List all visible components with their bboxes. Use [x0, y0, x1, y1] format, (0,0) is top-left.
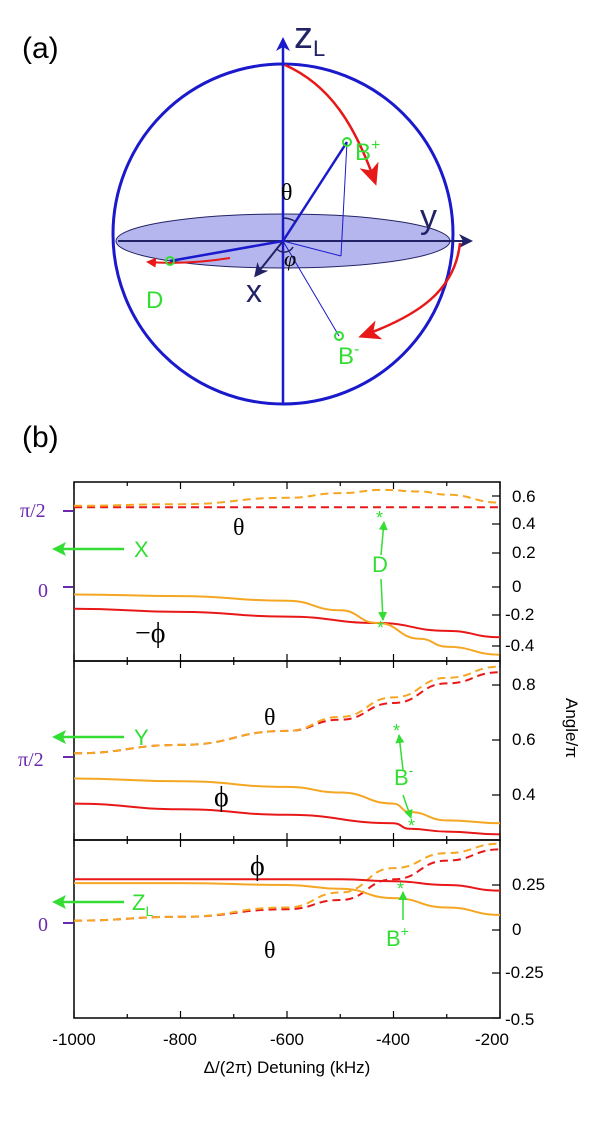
sub3-phi-label: ϕ	[250, 851, 265, 882]
projection-b-minus	[282, 240, 340, 337]
series-line-1-3	[73, 607, 501, 639]
trajectory-left	[146, 257, 231, 268]
b-minus-label: B-	[338, 341, 359, 370]
x-axis	[254, 240, 284, 278]
x-tick-label: -200	[475, 1030, 509, 1049]
y-direction-label: Y	[134, 725, 149, 750]
point-b-plus-marker	[342, 137, 352, 147]
tick-label: 0	[512, 920, 521, 939]
annotation-arrows	[378, 521, 413, 920]
theta-label: θ	[281, 180, 293, 206]
left-label-zero-sub1: 0	[38, 580, 48, 602]
tick-label: 0.6	[512, 730, 536, 749]
phi-arc	[276, 246, 294, 253]
sub2-phi-label: ϕ	[214, 782, 229, 813]
annotation-arrow	[402, 794, 413, 819]
subplot-3-right-ticks: 0.25 0 -0.25 -0.5	[505, 875, 545, 1029]
sub1-point-label: D	[372, 552, 388, 577]
theta-arc	[282, 217, 297, 223]
y-axis-label: y	[420, 198, 437, 236]
x-tick-label: -1000	[52, 1030, 95, 1049]
tick-label: -0.4	[505, 636, 534, 655]
series-line-3-3	[74, 878, 501, 892]
series-line-1-4	[73, 593, 501, 656]
vector-d	[169, 239, 284, 263]
projection-b-plus-base	[282, 240, 342, 257]
subplot-1-right-ticks: 0.6 0.4 0.2 0 -0.2 -0.4	[505, 487, 536, 655]
point-d-marker	[165, 256, 175, 266]
tick-label: 0	[512, 577, 521, 596]
x-tick-label: -400	[376, 1030, 410, 1049]
x-direction-label: X	[134, 537, 149, 562]
series-line-3-1	[73, 848, 501, 922]
series-line-2-3	[73, 802, 501, 836]
trajectory-equator	[358, 242, 462, 340]
projection-b-plus	[340, 141, 348, 257]
left-label-pi2-sub2: π/2	[18, 749, 44, 771]
annotation-arrow	[395, 734, 405, 771]
series-line-3-4	[73, 882, 501, 916]
sub1-phi-label: −ϕ	[135, 618, 166, 649]
left-label-pi2-sub1: π/2	[20, 500, 46, 522]
tick-label: 0.2	[512, 543, 536, 562]
trajectory-top	[284, 63, 379, 186]
series-line-1-2	[73, 488, 501, 507]
x-axis-title: Δ/(2π) Detuning (kHz)	[204, 1058, 371, 1077]
x-axis-label: x	[246, 273, 262, 309]
tick-label: 0.25	[512, 875, 545, 894]
right-axis-label: Angle/π	[562, 698, 581, 758]
sub2-theta-label: θ	[264, 705, 276, 731]
z-axis-label: zL	[294, 15, 325, 61]
tick-label: 0.6	[512, 487, 536, 506]
annotation-markers: * * * * *	[376, 508, 415, 899]
sub3-theta-label: θ	[264, 938, 276, 964]
subplot-2-right-ticks: 0.8 0.6 0.4	[512, 675, 536, 804]
star-marker: *	[408, 816, 415, 836]
tick-label: 0.4	[512, 514, 536, 533]
annotation-arrow	[378, 521, 388, 556]
star-marker: *	[393, 721, 400, 741]
star-marker: *	[376, 508, 383, 528]
sub1-theta-label: θ	[233, 515, 245, 541]
point-b-minus-marker	[334, 331, 344, 341]
sub3-point-label: B+	[386, 923, 409, 951]
star-marker: *	[397, 879, 404, 899]
series-line-2-2	[73, 665, 501, 755]
tick-label: -0.25	[505, 963, 544, 982]
sub2-point-label: B-	[394, 762, 414, 790]
annotation-arrow	[378, 578, 388, 621]
b-plus-label: B+	[355, 137, 380, 166]
series-line-2-4	[73, 777, 501, 825]
tick-label: 0.8	[512, 675, 536, 694]
z-direction-label: ZL	[132, 890, 153, 919]
tick-label: -0.5	[505, 1010, 534, 1029]
panel-b-label: (b)	[22, 421, 59, 454]
phi-label: φ	[284, 246, 296, 271]
d-label: D	[146, 287, 163, 314]
star-marker: *	[377, 618, 384, 638]
tick-label: 0.4	[512, 785, 536, 804]
series-line-2-1	[73, 671, 501, 755]
panel-b: (b) 0.6 0.4 0.2 0 -0.2 -0.4 0.8 0.6 0.4 …	[18, 421, 581, 1077]
vector-b-plus	[281, 141, 349, 242]
x-tick-label: -800	[163, 1030, 197, 1049]
x-tick-label: -600	[270, 1030, 304, 1049]
panel-a-label: (a)	[22, 32, 59, 65]
ticks	[73, 482, 501, 1019]
curves	[73, 488, 501, 922]
subplot-2-frame	[73, 660, 501, 841]
x-tick-labels: -1000 -800 -600 -400 -200	[52, 1030, 509, 1049]
tick-label: -0.2	[505, 605, 534, 624]
series-line-3-2	[73, 842, 501, 922]
left-label-zero-sub3: 0	[38, 914, 48, 936]
subplot-3-frame	[73, 839, 501, 1019]
panel-a: (a) zL y x θ φ B+ B	[22, 15, 473, 406]
